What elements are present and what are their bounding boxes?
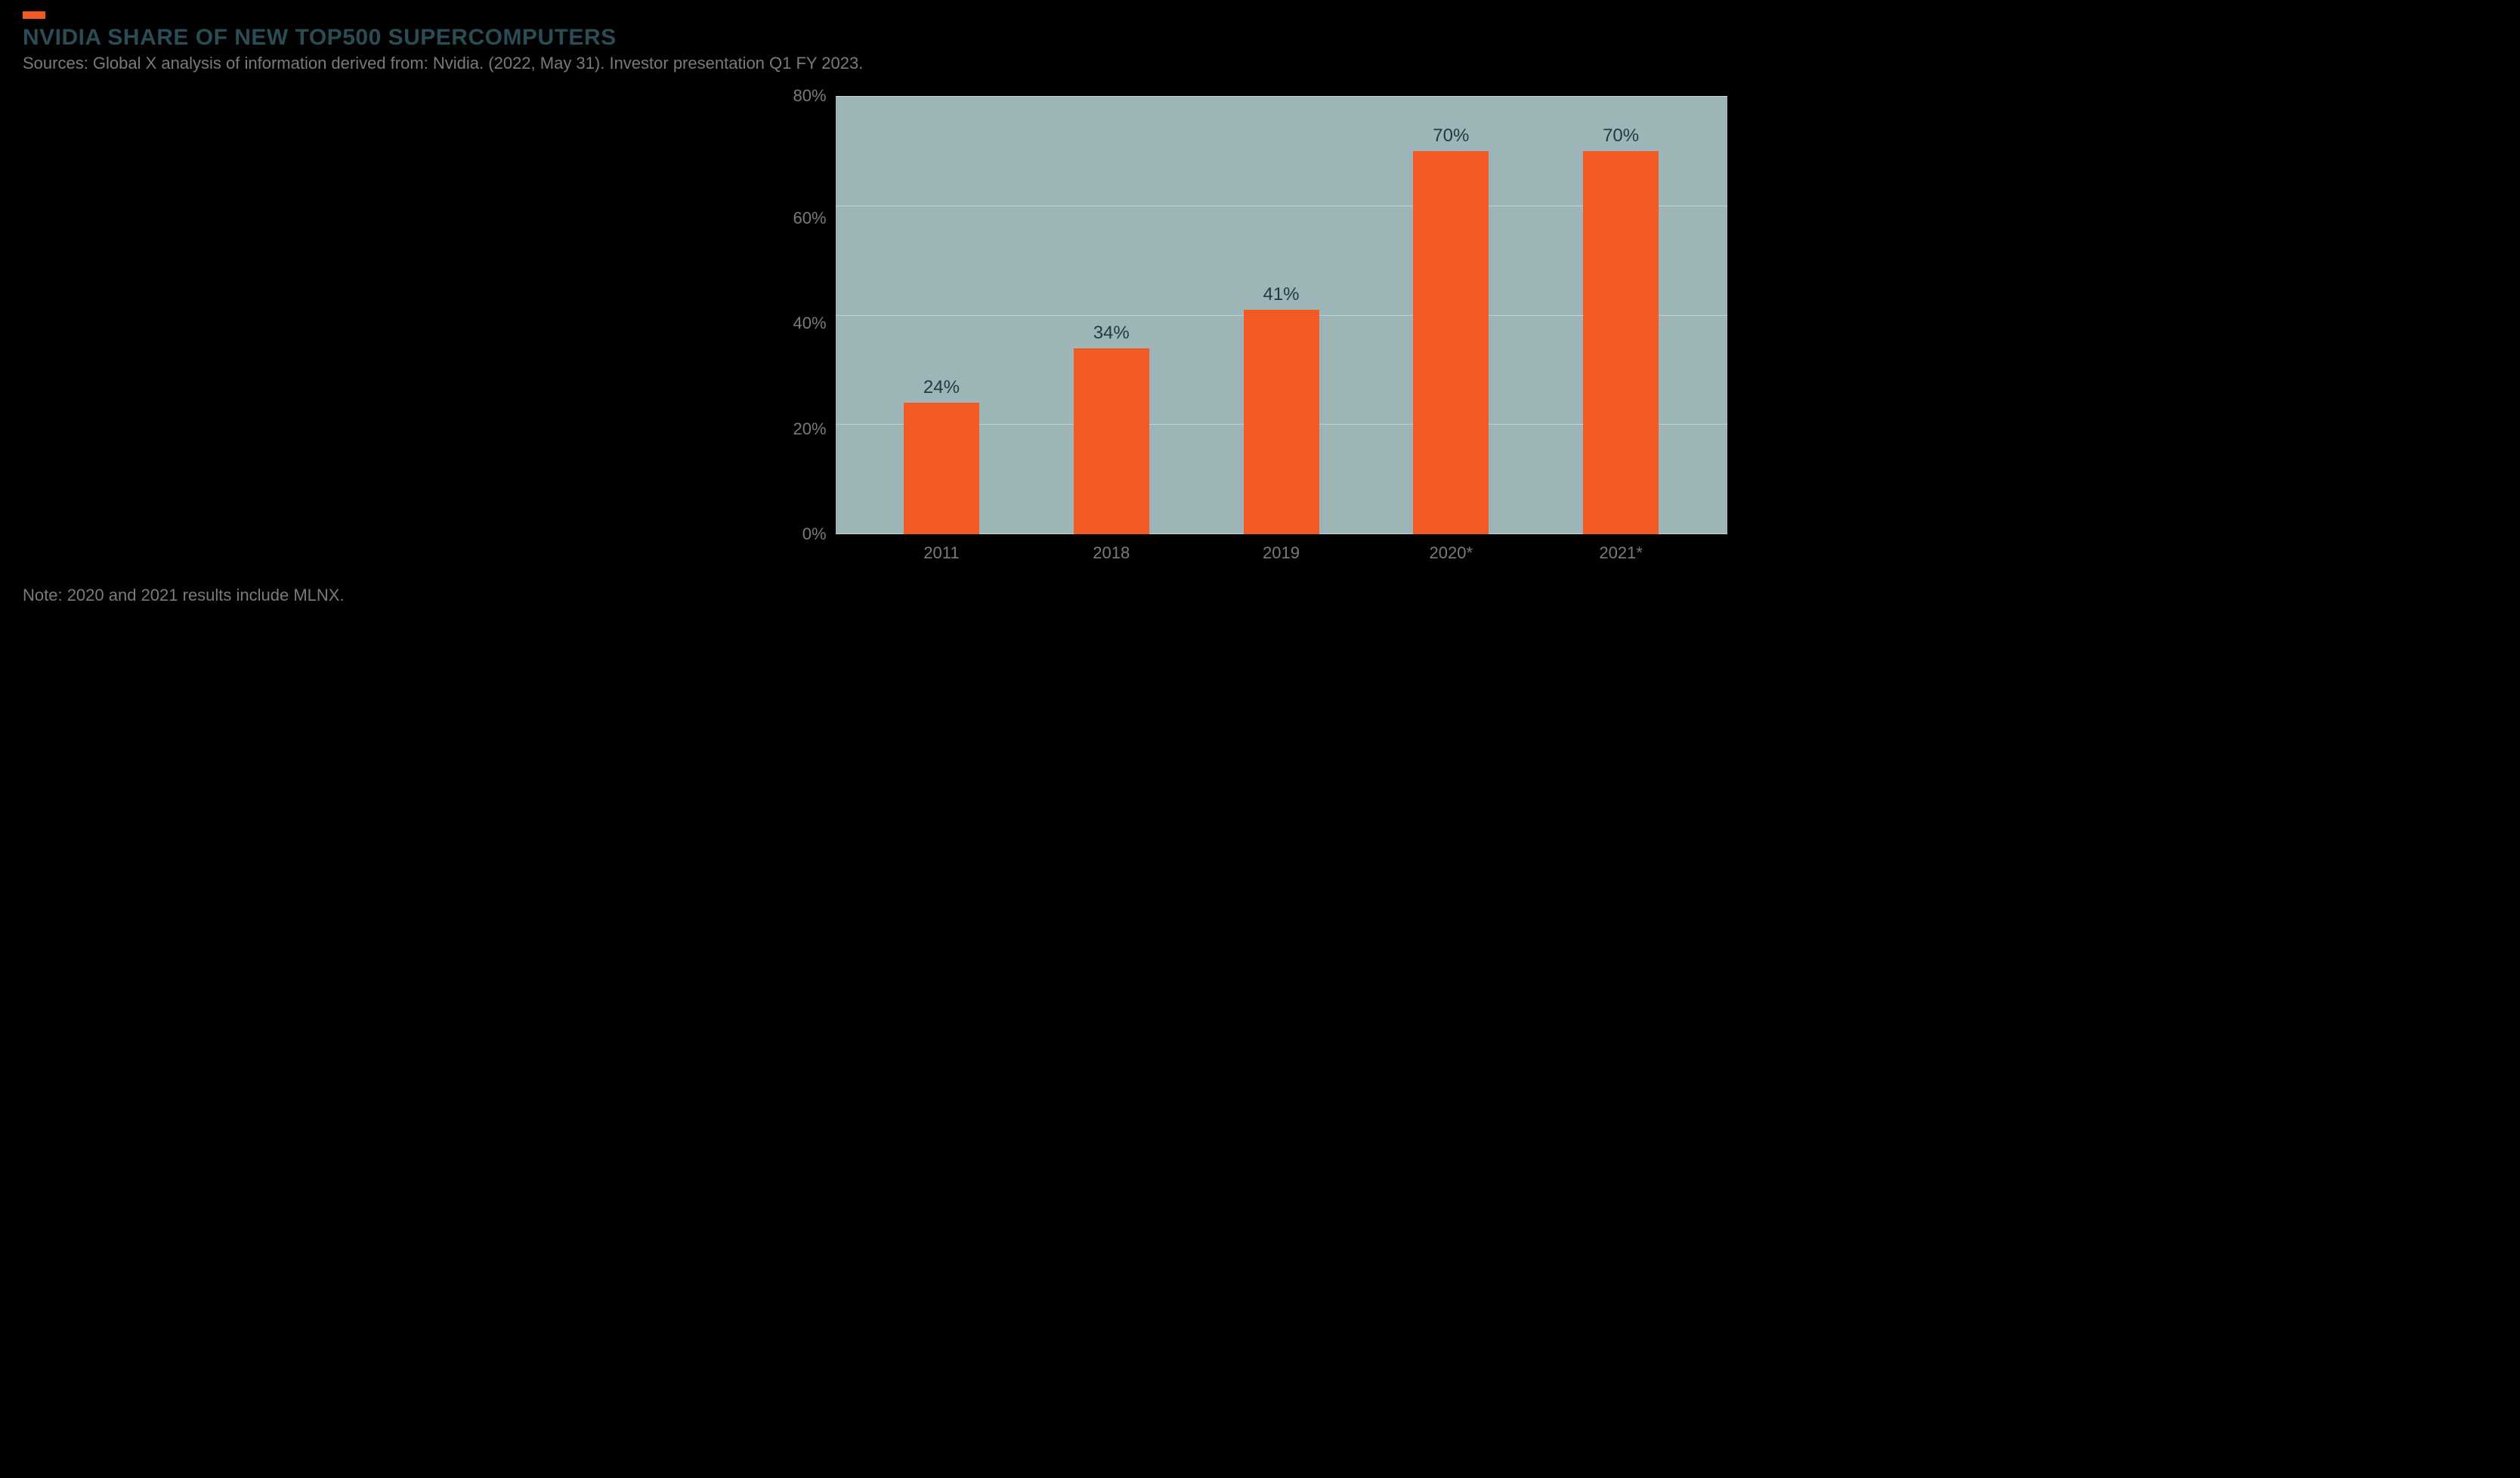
bar-slot: 24%: [857, 96, 1027, 534]
chart-subtitle: Sources: Global X analysis of informatio…: [23, 54, 2497, 73]
bar: [1074, 348, 1149, 535]
chart-container: 80%60%40%20%0% 24%34%41%70%70% 201120182…: [793, 96, 1727, 563]
x-tick-label: 2019: [1196, 543, 1366, 563]
bar: [1413, 151, 1489, 535]
bar-value-label: 70%: [1433, 125, 1469, 147]
plot-area: 24% 34% 41% 70% 70%: [836, 96, 1727, 534]
x-tick-label: 2021*: [1536, 543, 1706, 563]
bar-slot: 70%: [1366, 96, 1536, 534]
accent-tab: [23, 11, 45, 19]
bar-slot: 70%: [1536, 96, 1706, 534]
y-tick-label: 0%: [802, 526, 827, 543]
x-tick-label: 2020*: [1366, 543, 1536, 563]
bar: [1583, 151, 1659, 535]
chart-footnote: Note: 2020 and 2021 results include MLNX…: [23, 586, 2497, 605]
y-axis: 80%60%40%20%0%: [793, 96, 835, 534]
y-tick-label: 60%: [793, 210, 826, 227]
x-tick-label: 2011: [857, 543, 1027, 563]
y-tick-label: 20%: [793, 421, 826, 438]
bar-slot: 34%: [1026, 96, 1196, 534]
bar: [1244, 310, 1319, 534]
y-tick-label: 80%: [793, 88, 826, 104]
chart-wrapper: 80%60%40%20%0% 24%34%41%70%70% 201120182…: [23, 96, 2497, 563]
bar: [904, 403, 979, 534]
bar-value-label: 34%: [1093, 323, 1130, 344]
bar-slot: 41%: [1196, 96, 1366, 534]
bar-value-label: 24%: [923, 377, 960, 398]
chart-title: NVIDIA SHARE OF NEW TOP500 SUPERCOMPUTER…: [23, 25, 2497, 51]
bar-value-label: 70%: [1603, 125, 1639, 147]
y-tick-label: 40%: [793, 315, 826, 332]
x-axis: 2011201820192020*2021*: [836, 534, 1727, 563]
bar-value-label: 41%: [1263, 284, 1299, 305]
x-tick-label: 2018: [1026, 543, 1196, 563]
